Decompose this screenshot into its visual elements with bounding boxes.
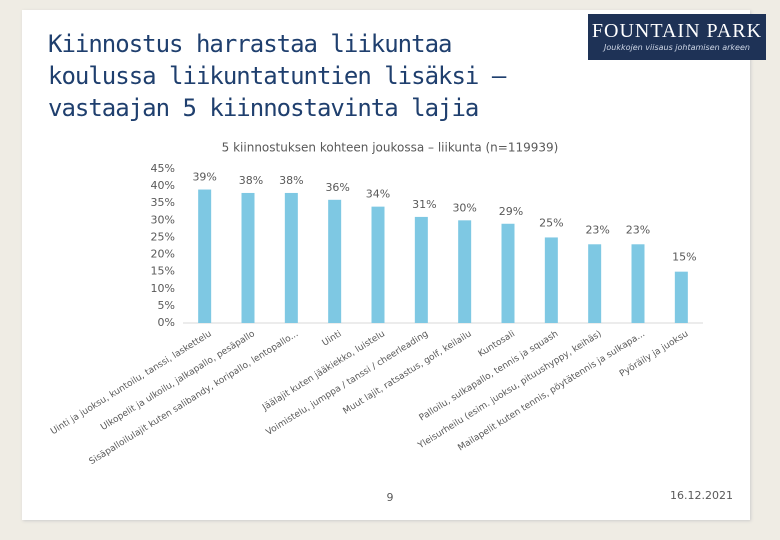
bar xyxy=(371,206,385,323)
bar xyxy=(328,199,342,323)
y-tick-label: 40% xyxy=(151,179,175,192)
bar xyxy=(414,216,428,323)
value-label: 38% xyxy=(239,174,263,187)
value-label: 38% xyxy=(279,174,303,187)
slide-title: Kiinnostus harrastaa liikuntaa koulussa … xyxy=(48,30,506,122)
y-tick-label: 45% xyxy=(151,162,175,175)
y-tick-label: 25% xyxy=(151,230,175,243)
chart-title: 5 kiinnostuksen kohteen joukossa – liiku… xyxy=(222,141,559,155)
y-tick-label: 0% xyxy=(158,316,175,329)
bar xyxy=(501,223,515,323)
y-tick-label: 30% xyxy=(151,213,175,226)
logo-name: FOUNTAIN PARK xyxy=(591,20,763,42)
value-label: 31% xyxy=(412,198,436,211)
card xyxy=(22,10,750,520)
value-label: 30% xyxy=(452,201,476,214)
bar xyxy=(588,244,602,323)
logo: FOUNTAIN PARK Joukkojen viisaus johtamis… xyxy=(588,14,766,60)
bar xyxy=(198,189,212,323)
logo-tagline: Joukkojen viisaus johtamisen arkeen xyxy=(604,43,750,52)
bar xyxy=(241,192,255,323)
value-label: 25% xyxy=(539,216,563,229)
bar xyxy=(544,237,558,323)
y-tick-label: 15% xyxy=(151,265,175,278)
x-tick-label: Kuntosali xyxy=(477,329,517,359)
x-tick-label: Uinti ja juoksu, kuntoilu, tanssi, laske… xyxy=(49,329,213,437)
x-tick-label: Voimistelu, jumppa / tanssi / cheerleadi… xyxy=(265,329,431,438)
value-label: 39% xyxy=(192,171,216,184)
value-label: 29% xyxy=(499,205,523,218)
value-label: 23% xyxy=(585,223,609,236)
bar xyxy=(674,271,688,323)
bar xyxy=(284,192,298,323)
y-tick-label: 35% xyxy=(151,196,175,209)
value-label: 15% xyxy=(672,251,696,264)
value-label: 23% xyxy=(626,223,650,236)
x-tick-label: Ulkopelit ja ulkoilu, jalkapallo, pesäpa… xyxy=(99,329,257,433)
value-label: 34% xyxy=(366,188,390,201)
bar xyxy=(458,220,472,323)
value-label: 36% xyxy=(325,181,349,194)
y-tick-label: 20% xyxy=(151,248,175,261)
date: 16.12.2021 xyxy=(670,489,733,502)
y-tick-label: 5% xyxy=(158,299,175,312)
y-tick-label: 10% xyxy=(151,282,175,295)
x-tick-label: Uinti xyxy=(321,329,344,349)
bar xyxy=(631,244,645,323)
page-number: 9 xyxy=(387,491,394,504)
